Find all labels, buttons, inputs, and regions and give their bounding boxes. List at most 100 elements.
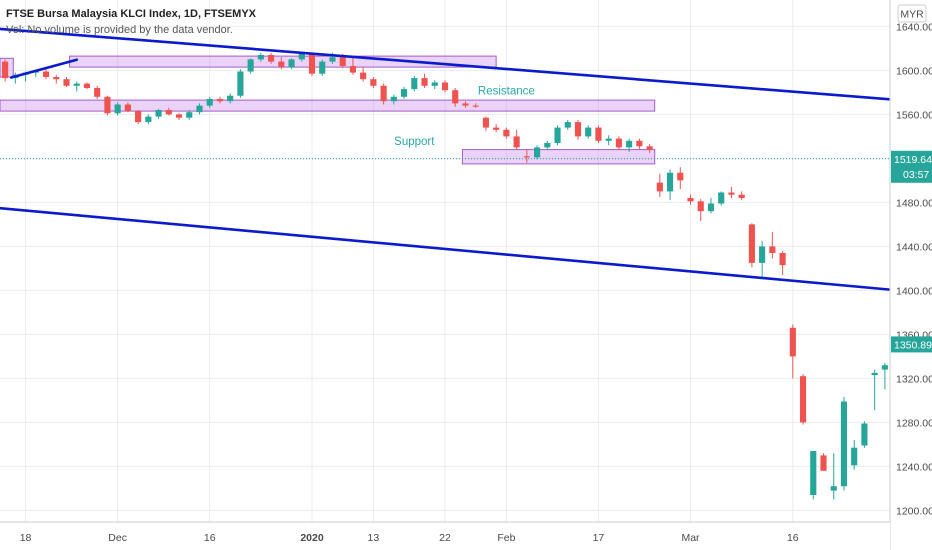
plot-area[interactable]: Resistance Support (0, 27, 919, 500)
candle-body[interactable] (216, 99, 224, 102)
candle-body[interactable] (595, 127, 602, 141)
candle-body[interactable] (349, 66, 356, 73)
candle-body[interactable] (2, 61, 9, 79)
candle-body[interactable] (830, 486, 837, 491)
candle-body[interactable] (482, 117, 489, 128)
volume-note: Vol: No volume is provided by the data v… (6, 24, 233, 36)
candle-body[interactable] (124, 104, 131, 112)
candle-body[interactable] (687, 198, 694, 202)
candle-body[interactable] (257, 55, 264, 60)
candle-body[interactable] (380, 85, 387, 102)
candle-body[interactable] (748, 224, 755, 263)
currency-box[interactable] (897, 4, 927, 23)
candle-body[interactable] (513, 136, 520, 148)
price-tick-label: 1240.00 (896, 461, 932, 473)
candle-body[interactable] (441, 82, 449, 91)
candle-body[interactable] (73, 83, 80, 86)
candle-body[interactable] (94, 88, 101, 97)
annotation-label: Support (394, 136, 435, 148)
candle-body[interactable] (534, 147, 541, 158)
candle-body[interactable] (114, 104, 121, 114)
candle-body[interactable] (268, 55, 275, 62)
price-zone[interactable] (0, 99, 656, 112)
candle-body[interactable] (544, 143, 551, 148)
candle-body[interactable] (707, 203, 715, 212)
candle-body[interactable] (871, 372, 878, 376)
candle-body[interactable] (145, 116, 152, 123)
candle-body[interactable] (840, 401, 848, 487)
candle-body[interactable] (472, 105, 479, 107)
candle-body[interactable] (135, 111, 142, 123)
candle-body[interactable] (339, 57, 346, 66)
candle-body[interactable] (411, 78, 418, 90)
candle-body[interactable] (421, 78, 428, 86)
candle-body[interactable] (360, 72, 367, 80)
candle-body[interactable] (718, 192, 725, 204)
candle-body[interactable] (728, 192, 735, 195)
candle-body[interactable] (493, 127, 500, 130)
candle-body[interactable] (615, 138, 622, 148)
candle-body[interactable] (298, 53, 305, 60)
candle-body[interactable] (810, 451, 817, 495)
candle-body[interactable] (636, 140, 643, 147)
candle-body[interactable] (779, 253, 786, 266)
candle-body[interactable] (319, 61, 326, 74)
candle-body[interactable] (861, 423, 868, 446)
price-zone[interactable] (461, 149, 656, 165)
candle-body[interactable] (237, 71, 244, 96)
candle-body[interactable] (799, 376, 807, 423)
candle-body[interactable] (431, 82, 438, 86)
candle-body[interactable] (554, 127, 561, 143)
candle-body[interactable] (288, 59, 295, 68)
candle-body[interactable] (677, 172, 684, 181)
trend-line[interactable] (9, 58, 79, 79)
candle-body[interactable] (789, 327, 796, 357)
trend-lines[interactable] (0, 27, 890, 291)
candle-body[interactable] (523, 156, 530, 158)
candle-body[interactable] (227, 95, 234, 102)
candle-body[interactable] (278, 61, 285, 68)
candle-body[interactable] (53, 77, 60, 80)
candle-body[interactable] (585, 127, 592, 137)
trend-line[interactable] (0, 206, 890, 291)
candle-body[interactable] (605, 138, 612, 141)
candle-body[interactable] (401, 89, 408, 97)
candle-body[interactable] (308, 53, 316, 74)
candle-body[interactable] (462, 103, 469, 106)
candle-body[interactable] (165, 110, 172, 115)
candle-body[interactable] (646, 146, 653, 150)
time-axis[interactable]: 18 Dec 16 2020 13 22 Feb 17 Mar 16 (0, 521, 890, 550)
trend-line[interactable] (0, 27, 890, 101)
candle-body[interactable] (370, 79, 377, 86)
candle-body[interactable] (564, 122, 571, 128)
candle-body[interactable] (769, 246, 776, 253)
candle-body[interactable] (656, 182, 663, 192)
candle-body[interactable] (574, 122, 582, 137)
candle-body[interactable] (759, 246, 766, 263)
candle-body[interactable] (503, 129, 510, 137)
candle-body[interactable] (390, 96, 397, 102)
candle-body[interactable] (626, 140, 633, 148)
candles[interactable] (2, 51, 919, 500)
candle-body[interactable] (104, 96, 111, 114)
candle-body[interactable] (851, 447, 858, 466)
candle-body[interactable] (196, 105, 203, 113)
candle-body[interactable] (666, 172, 674, 192)
price-axis[interactable]: 1640.001600.001560.001520.001480.001440.… (889, 0, 932, 550)
candle-body[interactable] (247, 59, 254, 72)
candle-body[interactable] (697, 201, 704, 212)
candle-body[interactable] (83, 83, 91, 88)
candle-body[interactable] (738, 194, 745, 198)
candle-body[interactable] (63, 79, 70, 86)
candle-body[interactable] (820, 455, 827, 471)
candle-body[interactable] (206, 99, 213, 106)
candle-body[interactable] (186, 112, 193, 118)
candle-body[interactable] (329, 57, 336, 62)
candle-body[interactable] (42, 71, 50, 78)
candle-body[interactable] (452, 90, 459, 104)
candle-body[interactable] (881, 365, 888, 370)
price-tick-label: 1560.00 (896, 109, 932, 121)
candle-body[interactable] (175, 114, 183, 118)
candle-body[interactable] (155, 110, 162, 117)
